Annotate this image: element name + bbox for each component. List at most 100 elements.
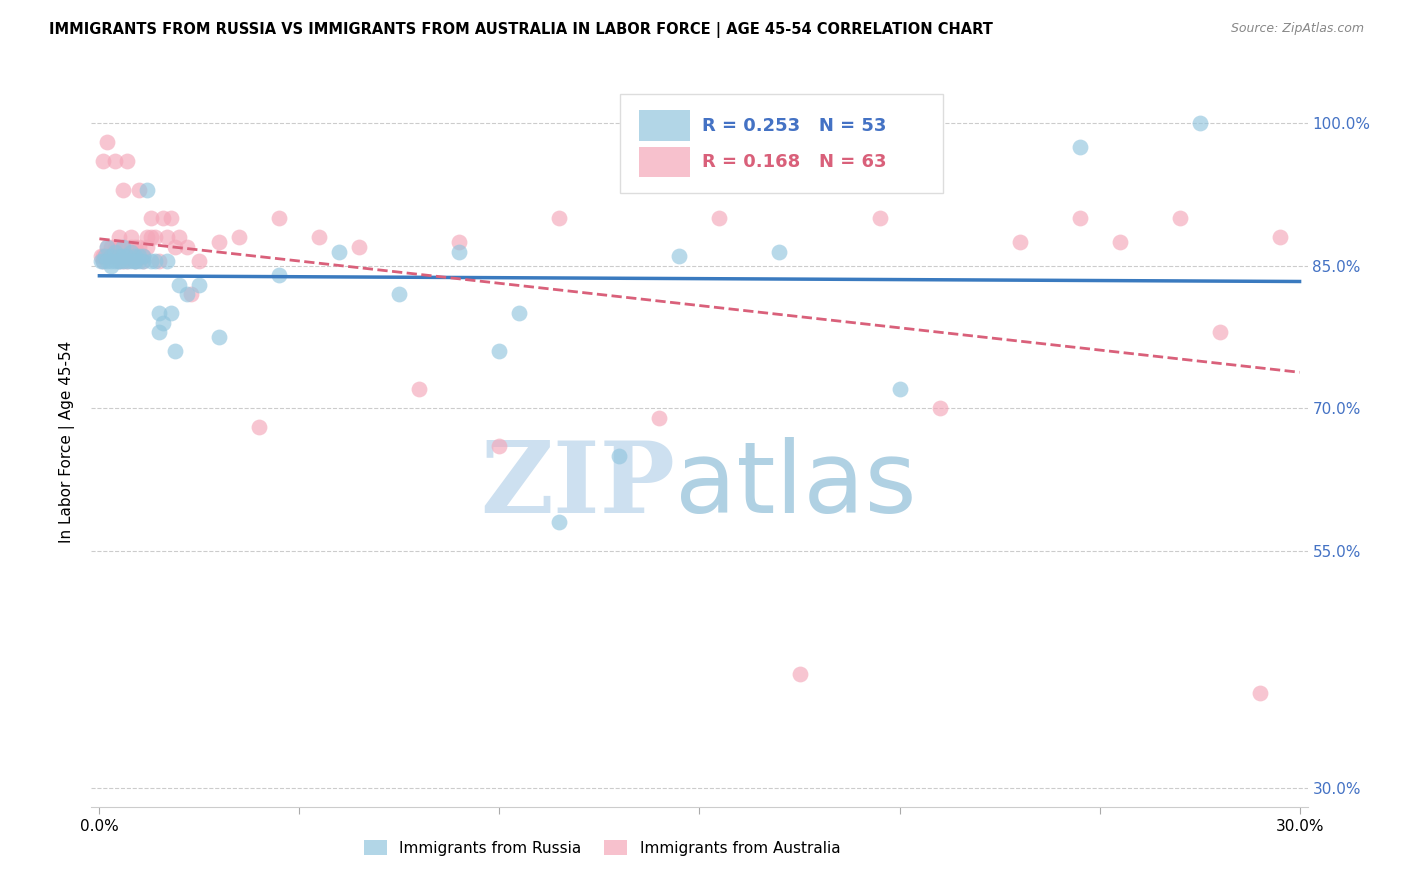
Y-axis label: In Labor Force | Age 45-54: In Labor Force | Age 45-54 xyxy=(59,341,76,542)
Point xyxy=(108,254,131,268)
Point xyxy=(128,254,150,268)
Point xyxy=(104,244,127,259)
Point xyxy=(148,254,170,268)
Point xyxy=(488,439,510,453)
Point xyxy=(90,254,112,268)
Point xyxy=(108,254,131,268)
Point xyxy=(249,420,271,434)
Point xyxy=(609,449,631,463)
Point xyxy=(1208,326,1230,340)
Point xyxy=(104,240,127,254)
FancyBboxPatch shape xyxy=(638,147,690,178)
Point xyxy=(308,230,330,244)
Point xyxy=(136,230,159,244)
Point xyxy=(208,235,231,249)
Point xyxy=(124,254,146,268)
Point xyxy=(117,249,139,263)
Point xyxy=(141,254,163,268)
FancyBboxPatch shape xyxy=(620,95,942,193)
Point xyxy=(269,211,291,226)
Point xyxy=(648,410,671,425)
Point xyxy=(152,316,174,330)
Point xyxy=(132,249,155,263)
Point xyxy=(91,254,114,268)
Text: R = 0.253   N = 53: R = 0.253 N = 53 xyxy=(702,117,886,135)
Point xyxy=(328,244,350,259)
Point xyxy=(180,287,202,301)
Legend: Immigrants from Russia, Immigrants from Australia: Immigrants from Russia, Immigrants from … xyxy=(359,834,846,862)
Point xyxy=(1188,116,1211,130)
Point xyxy=(132,254,155,268)
Point xyxy=(108,240,131,254)
Point xyxy=(928,401,950,416)
Point xyxy=(128,183,150,197)
Point xyxy=(349,240,371,254)
Point xyxy=(120,240,142,254)
Point xyxy=(136,240,159,254)
Point xyxy=(120,230,142,244)
Point xyxy=(1168,211,1191,226)
Point xyxy=(112,249,135,263)
Point xyxy=(124,249,146,263)
Point xyxy=(112,254,135,268)
FancyBboxPatch shape xyxy=(638,111,690,141)
Point xyxy=(160,306,183,320)
Point xyxy=(90,249,112,263)
Point xyxy=(1069,211,1091,226)
Point xyxy=(668,249,690,263)
Point xyxy=(156,230,179,244)
Point xyxy=(96,136,118,150)
Point xyxy=(104,154,127,169)
Point xyxy=(100,249,122,263)
Text: Source: ZipAtlas.com: Source: ZipAtlas.com xyxy=(1230,22,1364,36)
Text: IMMIGRANTS FROM RUSSIA VS IMMIGRANTS FROM AUSTRALIA IN LABOR FORCE | AGE 45-54 C: IMMIGRANTS FROM RUSSIA VS IMMIGRANTS FRO… xyxy=(49,22,993,38)
Point xyxy=(100,259,122,273)
Point xyxy=(188,254,211,268)
Point xyxy=(112,240,135,254)
Point xyxy=(100,249,122,263)
Point xyxy=(94,249,117,263)
Point xyxy=(112,183,135,197)
Point xyxy=(112,240,135,254)
Point xyxy=(93,154,115,169)
Point xyxy=(152,211,174,226)
Point xyxy=(120,244,142,259)
Point xyxy=(488,344,510,359)
Point xyxy=(128,249,150,263)
Point xyxy=(93,254,115,268)
Text: ZIP: ZIP xyxy=(481,437,675,534)
Point xyxy=(789,667,811,681)
Point xyxy=(508,306,530,320)
Text: atlas: atlas xyxy=(675,437,917,534)
Point xyxy=(188,277,211,292)
Point xyxy=(1108,235,1130,249)
Point xyxy=(869,211,891,226)
Point xyxy=(709,211,731,226)
Point xyxy=(449,244,471,259)
Point xyxy=(548,516,571,530)
Point xyxy=(100,254,122,268)
Point xyxy=(548,211,571,226)
Point xyxy=(94,249,117,263)
Point xyxy=(1268,230,1291,244)
Point xyxy=(128,240,150,254)
Point xyxy=(148,326,170,340)
Point xyxy=(132,254,155,268)
Point xyxy=(1008,235,1031,249)
Text: R = 0.168   N = 63: R = 0.168 N = 63 xyxy=(702,153,886,171)
Point xyxy=(117,154,139,169)
Point xyxy=(408,382,430,396)
Point xyxy=(388,287,411,301)
Point xyxy=(165,240,187,254)
Point xyxy=(96,254,118,268)
Point xyxy=(176,240,198,254)
Point xyxy=(124,240,146,254)
Point xyxy=(141,230,163,244)
Point xyxy=(208,330,231,344)
Point xyxy=(145,230,167,244)
Point xyxy=(449,235,471,249)
Point xyxy=(169,230,191,244)
Point xyxy=(108,254,131,268)
Point xyxy=(1069,140,1091,154)
Point xyxy=(96,240,118,254)
